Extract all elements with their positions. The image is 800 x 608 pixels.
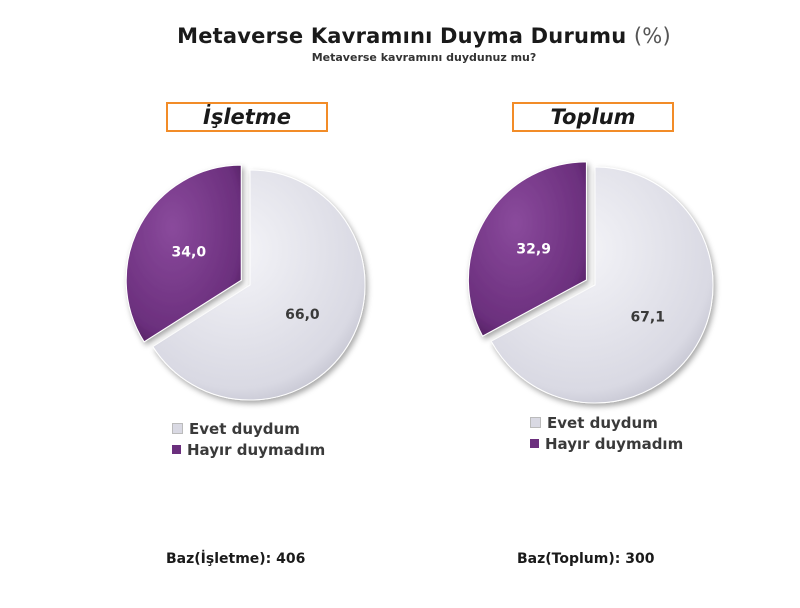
legend-swatch-hayir [530, 439, 539, 448]
legend-swatch-evet [530, 417, 541, 428]
legend-item-hayir: Hayır duymadım [530, 433, 683, 454]
panel-title-toplum: Toplum [512, 102, 674, 132]
legend-item-evet: Evet duydum [530, 412, 683, 433]
legend-label-hayir: Hayır duymadım [187, 440, 326, 459]
legend-label-hayir: Hayır duymadım [545, 434, 684, 453]
base-isletme: Baz(İşletme): 406 [166, 551, 306, 567]
pie-chart-toplum: 67,1 32,9 [467, 161, 714, 404]
pie-chart-isletme: 66,0 34,0 [125, 164, 366, 401]
chart-title-unit: (%) [633, 24, 671, 48]
legend-item-evet: Evet duydum [172, 418, 325, 439]
legend-item-hayir: Hayır duymadım [172, 439, 325, 460]
legend-toplum: Evet duydum Hayır duymadım [530, 412, 683, 454]
pie-label-evet: 67,1 [630, 309, 665, 325]
pie-slice-hayir [467, 161, 587, 337]
chart-title-text: Metaverse Kavramını Duyma Durumu [177, 24, 627, 48]
legend-swatch-evet [172, 423, 183, 434]
base-toplum: Baz(Toplum): 300 [517, 551, 655, 567]
pie-label-evet: 66,0 [285, 307, 320, 323]
pie-slice-hayir [125, 164, 242, 343]
legend-label-evet: Evet duydum [189, 419, 300, 438]
legend-label-evet: Evet duydum [547, 413, 658, 432]
pie-label-hayir: 34,0 [172, 244, 207, 260]
legend-isletme: Evet duydum Hayır duymadım [172, 418, 325, 460]
legend-swatch-hayir [172, 445, 181, 454]
pie-label-hayir: 32,9 [516, 241, 551, 257]
pie-slice-evet [490, 166, 714, 404]
chart-title: Metaverse Kavramını Duyma Durumu (%) [0, 24, 800, 48]
chart-subtitle: Metaverse kavramını duydunuz mu? [311, 51, 537, 64]
panel-title-isletme: İşletme [166, 102, 328, 132]
pie-slice-evet [152, 169, 366, 401]
